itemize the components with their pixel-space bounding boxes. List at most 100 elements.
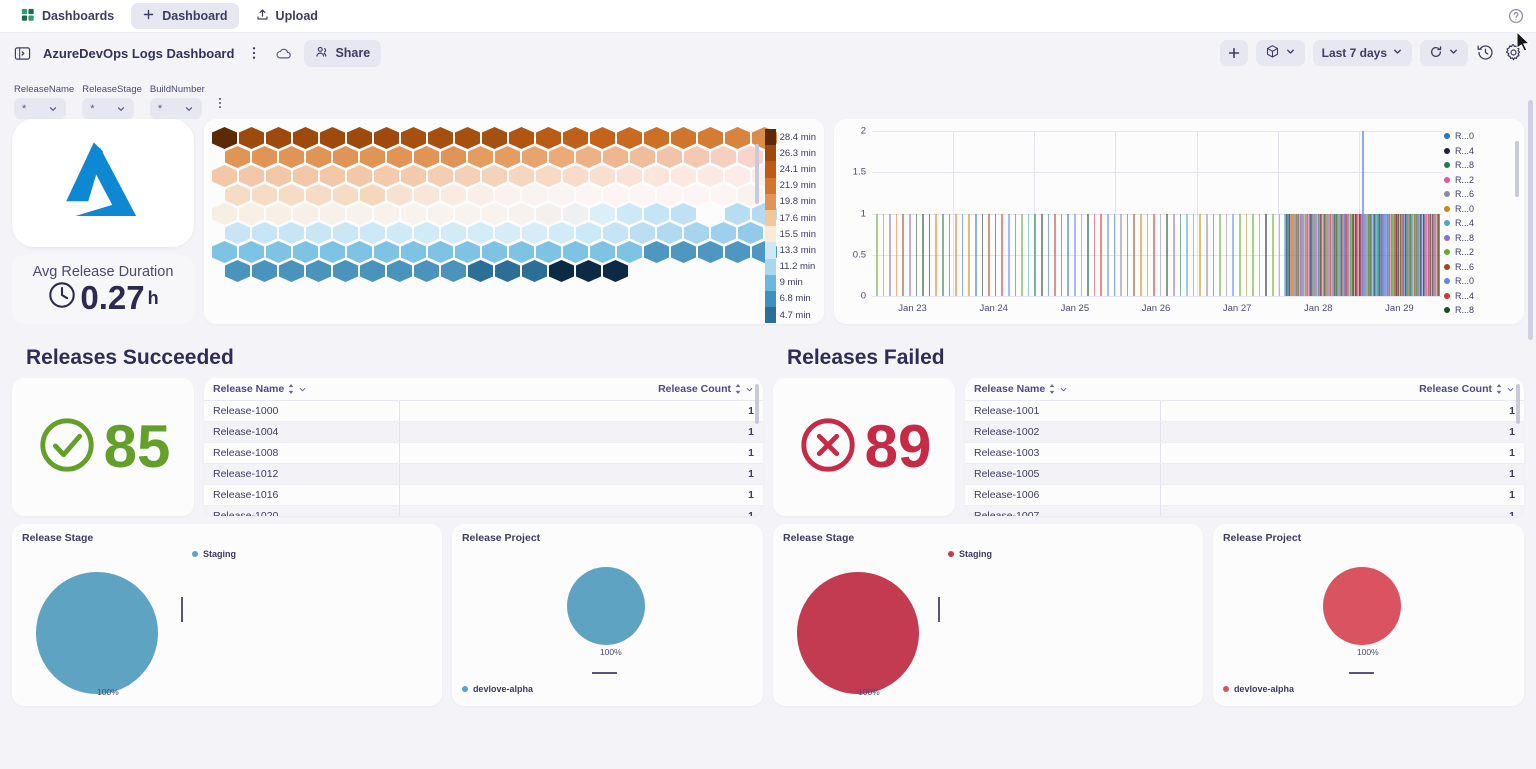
timeseries-bar[interactable] xyxy=(1289,213,1292,296)
timeseries-bar[interactable] xyxy=(1429,213,1431,296)
timeseries-bar[interactable] xyxy=(1385,213,1388,296)
legend-entry[interactable]: R...0 xyxy=(1444,202,1518,217)
hexbin-cell[interactable] xyxy=(401,127,426,149)
timeseries-bar[interactable] xyxy=(1356,213,1358,296)
hexbin-cell[interactable] xyxy=(387,222,412,244)
timeseries-bar[interactable] xyxy=(1334,213,1336,296)
timeseries-bar[interactable] xyxy=(1318,213,1320,296)
timeseries-bar[interactable] xyxy=(1387,213,1389,296)
timeseries-bar[interactable] xyxy=(1397,213,1399,296)
hexbin-cell[interactable] xyxy=(509,241,534,263)
timeseries-bar[interactable] xyxy=(1330,213,1333,296)
timeseries-bar[interactable] xyxy=(1087,213,1089,296)
timeseries-bar[interactable] xyxy=(1357,213,1360,296)
timeseries-bar[interactable] xyxy=(1326,213,1329,296)
timeseries-bar[interactable] xyxy=(1393,213,1395,296)
hexbin-cell[interactable] xyxy=(617,241,642,263)
hexbin-cell[interactable] xyxy=(239,203,264,225)
timeseries-bar[interactable] xyxy=(1312,213,1315,296)
legend-entry[interactable]: R...8 xyxy=(1444,231,1518,246)
timeseries-bar[interactable] xyxy=(1425,213,1428,296)
timeseries-bar[interactable] xyxy=(1245,213,1248,296)
timeseries-bar[interactable] xyxy=(1347,213,1349,296)
timeseries-bar[interactable] xyxy=(1376,213,1379,296)
timeseries-bar[interactable] xyxy=(1399,213,1402,296)
timeseries-bar[interactable] xyxy=(1294,213,1297,296)
timeseries-bar[interactable] xyxy=(1333,213,1335,296)
hexbin-cell[interactable] xyxy=(320,165,345,187)
table-row[interactable]: Release-1002 1 xyxy=(965,421,1524,443)
timeseries-bar[interactable] xyxy=(1363,213,1366,296)
timeseries-bar[interactable] xyxy=(915,213,918,296)
hexbin-cell[interactable] xyxy=(212,165,237,187)
refresh-button[interactable] xyxy=(1420,40,1468,66)
timeseries-bar[interactable] xyxy=(1308,213,1311,296)
table-scrollbar[interactable] xyxy=(1516,384,1520,424)
table-row[interactable]: Release-1000 1 xyxy=(204,400,763,422)
timeseries-bar[interactable] xyxy=(1212,213,1215,296)
timeseries-bar[interactable] xyxy=(1133,213,1135,296)
timeseries-bar[interactable] xyxy=(1319,213,1321,296)
timeseries-bar[interactable] xyxy=(1328,213,1330,296)
table-row[interactable]: Release-1003 1 xyxy=(965,442,1524,464)
timeseries-bar[interactable] xyxy=(1426,213,1429,296)
timeseries-bar[interactable] xyxy=(1304,213,1306,296)
timeseries-bar[interactable] xyxy=(981,213,984,296)
hexbin-cell[interactable] xyxy=(225,222,250,244)
timeseries-bar[interactable] xyxy=(1252,213,1254,296)
heatmap-scrollbar[interactable] xyxy=(755,144,759,204)
timeseries-bar[interactable] xyxy=(1402,213,1405,296)
share-button[interactable]: Share xyxy=(304,39,382,67)
timeseries-bar[interactable] xyxy=(1299,213,1302,296)
timeseries-bar[interactable] xyxy=(1302,213,1304,296)
timeseries-bar[interactable] xyxy=(1159,213,1162,296)
table-row[interactable]: Release-1016 1 xyxy=(204,484,763,506)
timeseries-bar[interactable] xyxy=(1420,213,1422,296)
timeseries-bar[interactable] xyxy=(1317,213,1320,296)
timeseries-bar[interactable] xyxy=(1423,213,1425,296)
legend-entry[interactable]: R...0 xyxy=(1444,274,1518,289)
timeseries-bar[interactable] xyxy=(1438,213,1440,296)
hexbin-cell[interactable] xyxy=(495,260,520,282)
legend-entry[interactable]: R...4 xyxy=(1444,289,1518,304)
timeseries-bar[interactable] xyxy=(1435,213,1438,296)
timeseries-bar[interactable] xyxy=(1345,213,1347,296)
hexbin-cell[interactable] xyxy=(603,146,628,168)
gear-icon[interactable] xyxy=(1504,43,1524,63)
timeseries-bar[interactable] xyxy=(1379,213,1382,296)
timeseries-bar[interactable] xyxy=(975,213,977,296)
hexbin-cell[interactable] xyxy=(698,165,723,187)
timeseries-bar[interactable] xyxy=(1416,213,1418,296)
kebab-menu-icon[interactable] xyxy=(246,45,263,62)
timeseries-bar[interactable] xyxy=(1285,213,1288,296)
timeseries-bar[interactable] xyxy=(1377,213,1379,296)
hexbin-cell[interactable] xyxy=(428,165,453,187)
failed-release-project-pie-card[interactable]: Release Project 100% devlove-alpha xyxy=(1212,524,1524,706)
timeseries-bar[interactable] xyxy=(1382,213,1384,296)
hexbin-cell[interactable] xyxy=(590,241,615,263)
hexbin-cell[interactable] xyxy=(320,203,345,225)
timeseries-bar[interactable] xyxy=(922,213,924,296)
timeseries-bar[interactable] xyxy=(1414,213,1416,296)
hexbin-cell[interactable] xyxy=(468,260,493,282)
timeseries-bar[interactable] xyxy=(1379,213,1381,296)
hexbin-cell[interactable] xyxy=(455,203,480,225)
timeseries-bar[interactable] xyxy=(1306,213,1308,296)
timeseries-bar[interactable] xyxy=(994,213,997,296)
timeseries-bar[interactable] xyxy=(1396,213,1398,296)
timeseries-bar[interactable] xyxy=(1372,213,1375,296)
timeseries-bar[interactable] xyxy=(1369,213,1371,296)
timeseries-bar[interactable] xyxy=(1327,213,1329,296)
hexbin-cell[interactable] xyxy=(266,165,291,187)
timeseries-bar[interactable] xyxy=(1301,213,1303,296)
hexbin-cell[interactable] xyxy=(455,241,480,263)
timeseries-bar[interactable] xyxy=(1370,213,1372,296)
hexbin-cell[interactable] xyxy=(455,127,480,149)
hexbin-cell[interactable] xyxy=(725,203,750,225)
timeseries-bar[interactable] xyxy=(1421,213,1424,296)
timeseries-bar[interactable] xyxy=(1166,213,1168,296)
pie-slice[interactable] xyxy=(1322,567,1401,645)
hexbin-cell[interactable] xyxy=(482,165,507,187)
timeseries-bar[interactable] xyxy=(1438,213,1441,296)
timeseries-bar[interactable] xyxy=(1179,213,1182,296)
